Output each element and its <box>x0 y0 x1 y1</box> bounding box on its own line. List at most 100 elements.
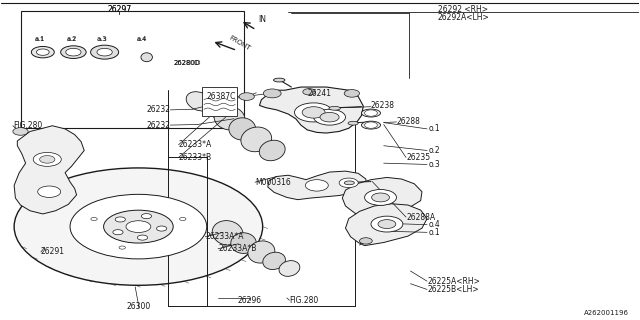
Circle shape <box>365 189 396 205</box>
Ellipse shape <box>141 53 152 62</box>
Circle shape <box>305 180 328 191</box>
Circle shape <box>91 45 118 59</box>
Ellipse shape <box>207 100 230 119</box>
Ellipse shape <box>229 118 255 140</box>
Text: o.1: o.1 <box>428 228 440 237</box>
Circle shape <box>239 93 254 100</box>
Circle shape <box>33 152 61 166</box>
Polygon shape <box>342 178 422 217</box>
Text: FRONT: FRONT <box>228 35 251 52</box>
Ellipse shape <box>126 221 151 233</box>
Text: 26233A*A: 26233A*A <box>205 232 244 241</box>
Text: M000316: M000316 <box>255 178 291 187</box>
Text: 26297: 26297 <box>108 5 131 14</box>
Circle shape <box>294 103 333 122</box>
Circle shape <box>303 89 316 95</box>
Circle shape <box>119 246 125 249</box>
Ellipse shape <box>263 252 285 269</box>
Text: a.3: a.3 <box>97 36 108 43</box>
Ellipse shape <box>362 121 381 129</box>
Text: o.4: o.4 <box>428 220 440 229</box>
Circle shape <box>61 46 86 59</box>
Text: a.1: a.1 <box>35 36 45 43</box>
Circle shape <box>36 49 49 55</box>
Text: o.2: o.2 <box>428 146 440 155</box>
Circle shape <box>378 220 396 228</box>
Text: 26232: 26232 <box>147 105 170 114</box>
Text: 26297: 26297 <box>108 5 131 14</box>
Circle shape <box>344 90 360 97</box>
Text: 26288A: 26288A <box>406 212 435 222</box>
Text: 26280D: 26280D <box>173 60 201 66</box>
Circle shape <box>138 235 148 240</box>
Polygon shape <box>346 204 427 246</box>
Circle shape <box>302 107 325 118</box>
Circle shape <box>180 217 186 220</box>
Ellipse shape <box>248 241 275 263</box>
Circle shape <box>31 46 54 58</box>
Text: 26232: 26232 <box>147 121 170 130</box>
Text: a.2: a.2 <box>67 37 76 42</box>
Ellipse shape <box>231 233 256 253</box>
Ellipse shape <box>212 220 243 245</box>
Text: 26238: 26238 <box>371 101 395 110</box>
Text: a.4: a.4 <box>136 36 147 43</box>
Circle shape <box>115 217 125 222</box>
Circle shape <box>339 178 358 188</box>
Circle shape <box>91 217 97 220</box>
Circle shape <box>40 156 55 163</box>
Text: 26291: 26291 <box>41 247 65 257</box>
Ellipse shape <box>362 109 381 117</box>
Polygon shape <box>14 126 84 214</box>
Text: 26280D: 26280D <box>173 60 200 66</box>
Ellipse shape <box>348 121 358 125</box>
Ellipse shape <box>214 106 245 130</box>
Circle shape <box>365 110 378 116</box>
Circle shape <box>360 238 372 244</box>
Ellipse shape <box>273 78 285 82</box>
Text: 26233A*B: 26233A*B <box>218 244 257 253</box>
Text: 26235: 26235 <box>406 153 430 162</box>
Text: 26241: 26241 <box>307 89 332 98</box>
Text: o.3: o.3 <box>428 160 440 169</box>
Ellipse shape <box>241 127 271 152</box>
Circle shape <box>314 109 346 125</box>
Bar <box>20 11 244 128</box>
Circle shape <box>372 193 390 202</box>
Text: FIG.280: FIG.280 <box>289 296 319 305</box>
Text: FIG.280: FIG.280 <box>13 121 42 130</box>
Text: 26288: 26288 <box>396 117 420 126</box>
Text: 26225B<LH>: 26225B<LH> <box>427 285 479 294</box>
Ellipse shape <box>279 260 300 276</box>
Bar <box>202 87 237 116</box>
Circle shape <box>38 186 61 197</box>
Text: IN: IN <box>258 15 266 24</box>
Text: a.3: a.3 <box>97 37 107 42</box>
Circle shape <box>66 48 81 56</box>
Text: 26233*B: 26233*B <box>179 153 212 162</box>
Ellipse shape <box>329 106 340 110</box>
Ellipse shape <box>259 140 285 161</box>
Circle shape <box>97 48 112 56</box>
Polygon shape <box>268 171 366 200</box>
Circle shape <box>157 226 167 231</box>
Circle shape <box>371 216 403 232</box>
Text: a.4: a.4 <box>137 37 147 42</box>
Text: a.1: a.1 <box>35 37 45 42</box>
Circle shape <box>320 112 339 122</box>
Ellipse shape <box>70 194 207 259</box>
Circle shape <box>141 214 152 219</box>
Circle shape <box>263 89 281 98</box>
Text: 26300: 26300 <box>126 302 150 311</box>
Text: 26233*A: 26233*A <box>179 140 212 149</box>
Text: 26225A<RH>: 26225A<RH> <box>427 277 480 286</box>
Text: a.2: a.2 <box>66 36 77 43</box>
Text: 26296: 26296 <box>238 296 262 305</box>
Text: 26292A<LH>: 26292A<LH> <box>438 13 490 22</box>
Text: 26292 <RH>: 26292 <RH> <box>438 5 488 14</box>
Ellipse shape <box>344 181 355 185</box>
Ellipse shape <box>14 168 262 285</box>
Circle shape <box>113 230 123 235</box>
Ellipse shape <box>186 92 212 111</box>
Text: 26387C: 26387C <box>207 92 236 101</box>
